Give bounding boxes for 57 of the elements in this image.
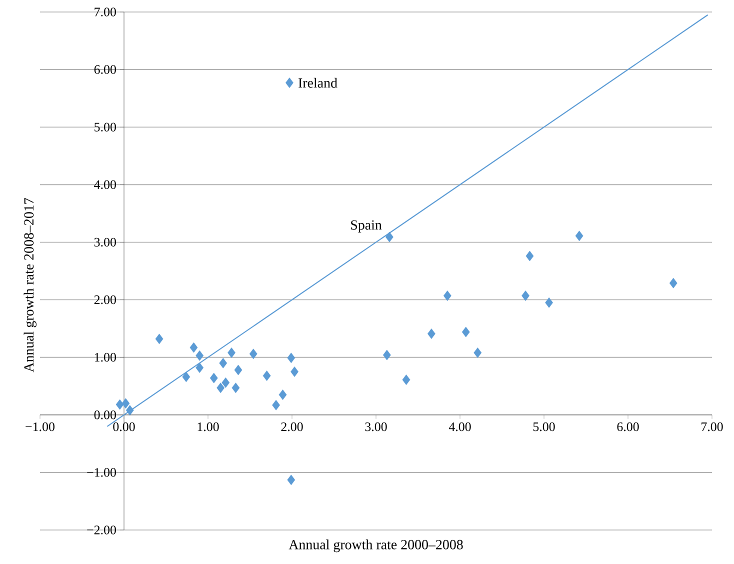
x-axis-title: Annual growth rate 2000–2008 xyxy=(288,540,463,552)
point xyxy=(462,326,470,338)
y-axis-title: Annual growth rate 2008–2017 xyxy=(24,198,36,372)
x-tick-label: −1.00 xyxy=(26,422,54,432)
x-tick-label: 3.00 xyxy=(365,422,387,432)
x-tick-label: 5.00 xyxy=(533,422,555,432)
point xyxy=(222,377,230,388)
point xyxy=(122,398,130,409)
point xyxy=(443,290,452,301)
point xyxy=(385,232,394,242)
point xyxy=(669,278,678,288)
y-tick-label: 4.00 xyxy=(94,180,116,190)
y-tick-label: 1.00 xyxy=(94,352,116,362)
y-tick-label: 2.00 xyxy=(94,295,116,304)
y-tick-label: −1.00 xyxy=(87,468,116,477)
y-tick-label: 5.00 xyxy=(94,122,116,132)
point xyxy=(262,370,271,381)
point xyxy=(216,382,225,394)
x-tick-label: 0.00 xyxy=(113,422,135,432)
point xyxy=(228,348,236,358)
x-tick-label: 4.00 xyxy=(448,422,471,432)
x-tick-label: 1.00 xyxy=(198,422,219,432)
point xyxy=(196,362,204,373)
y-tick-label: 6.00 xyxy=(94,65,116,74)
x-tick-label: 2.00 xyxy=(281,422,303,432)
annotation: Ireland xyxy=(298,78,338,88)
point xyxy=(278,390,287,400)
point xyxy=(182,372,190,382)
y-tick-label: 7.00 xyxy=(94,8,116,16)
point xyxy=(522,290,530,301)
point xyxy=(126,405,134,416)
y-tick-label: −2.00 xyxy=(87,526,116,534)
point xyxy=(155,334,164,344)
point xyxy=(249,348,258,360)
point xyxy=(382,350,391,360)
point xyxy=(427,328,436,339)
point xyxy=(474,348,482,358)
point xyxy=(210,372,218,384)
x-tick-label: 6.00 xyxy=(617,422,639,432)
point xyxy=(116,399,124,410)
point xyxy=(232,382,240,394)
point xyxy=(290,366,298,377)
x-tick-label: 7.00 xyxy=(702,422,723,432)
point xyxy=(545,297,553,308)
point xyxy=(402,374,410,385)
annotation: Spain xyxy=(351,220,382,233)
point xyxy=(575,230,584,242)
point xyxy=(287,474,296,486)
point xyxy=(287,352,296,364)
point xyxy=(526,250,534,262)
y-tick-label: 3.00 xyxy=(94,238,116,247)
point xyxy=(196,350,204,361)
point xyxy=(272,400,280,410)
point xyxy=(190,342,198,353)
point xyxy=(286,78,294,88)
point xyxy=(219,358,228,368)
point xyxy=(234,364,242,376)
